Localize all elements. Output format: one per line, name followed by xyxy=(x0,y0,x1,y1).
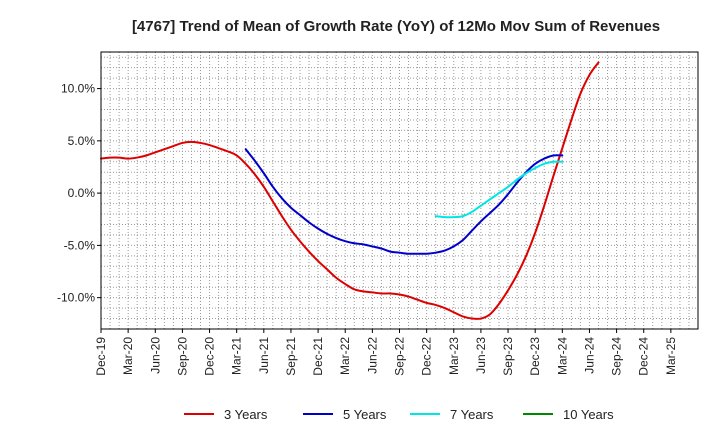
x-tick-label: Jun-23 xyxy=(474,337,488,374)
y-tick-label: -5.0% xyxy=(64,238,96,252)
y-tick-label: 10.0% xyxy=(61,82,95,96)
series-lines xyxy=(100,61,600,320)
legend-label-3-years: 3 Years xyxy=(224,407,268,422)
grid-lines xyxy=(101,52,698,330)
x-tick-label: Mar-21 xyxy=(230,337,244,375)
x-tick-label: Dec-21 xyxy=(311,337,325,376)
x-tick-label: Sep-21 xyxy=(284,337,298,376)
x-tick-label: Dec-19 xyxy=(94,337,108,376)
y-tick-label: -10.0% xyxy=(57,291,95,305)
y-axis-tick-labels: 10.0% 5.0% 0.0% -5.0% -10.0% xyxy=(57,82,101,305)
series-line-5-years xyxy=(244,148,564,255)
x-tick-label: Sep-22 xyxy=(393,337,407,376)
y-tick-label: 5.0% xyxy=(68,134,96,148)
x-tick-label: Mar-25 xyxy=(664,337,678,375)
x-tick-label: Jun-20 xyxy=(148,337,162,374)
x-tick-label: Dec-20 xyxy=(203,337,217,376)
x-tick-label: Mar-20 xyxy=(121,337,135,375)
x-tick-label: Dec-23 xyxy=(528,337,542,376)
legend-label-10-years: 10 Years xyxy=(563,407,614,422)
x-tick-label: Dec-24 xyxy=(637,337,651,376)
series-line-3-years xyxy=(100,61,600,320)
legend-label-5-years: 5 Years xyxy=(343,407,387,422)
x-tick-label: Sep-23 xyxy=(501,337,515,376)
y-tick-label: 0.0% xyxy=(68,186,96,200)
x-axis-tick-labels: Dec-19 Mar-20 Jun-20 Sep-20 Dec-20 Mar-21 Jun-… xyxy=(94,329,678,376)
legend-label-7-years: 7 Years xyxy=(450,407,494,422)
series-line-7-years xyxy=(434,160,564,219)
legend: 3 Years 5 Years 7 Years 10 Years xyxy=(184,407,614,422)
x-tick-label: Mar-23 xyxy=(447,337,461,375)
x-tick-label: Sep-24 xyxy=(610,337,624,376)
x-tick-label: Mar-24 xyxy=(555,337,569,375)
plot-frame xyxy=(100,51,699,330)
x-tick-label: Jun-22 xyxy=(365,337,379,374)
x-tick-label: Mar-22 xyxy=(338,337,352,375)
x-tick-label: Jun-24 xyxy=(582,337,596,374)
x-tick-label: Jun-21 xyxy=(257,337,271,374)
chart-title: [4767] Trend of Mean of Growth Rate (YoY… xyxy=(132,18,660,35)
x-tick-label: Sep-20 xyxy=(175,337,189,376)
x-tick-label: Dec-22 xyxy=(420,337,434,376)
